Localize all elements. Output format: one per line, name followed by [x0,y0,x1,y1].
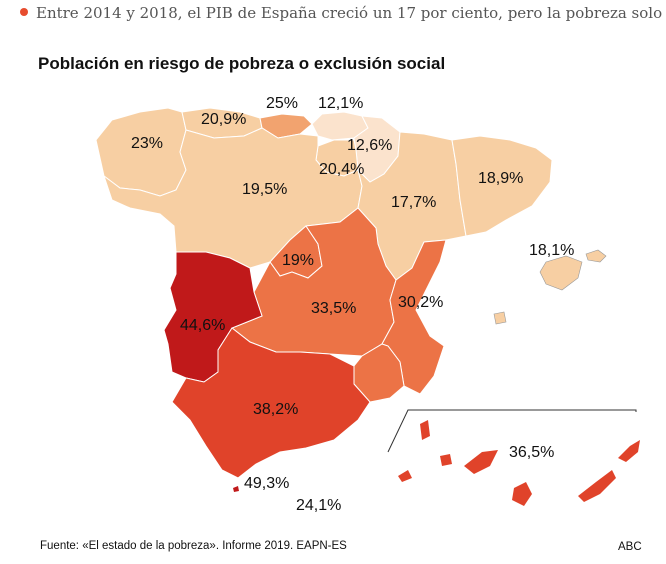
island-la-gomera [440,454,452,466]
brand-logo-text: ABC [618,541,642,553]
label-la-rioja: 20,4% [319,161,364,178]
label-pais-vasco: 12,1% [318,95,363,112]
island-fuerteventura [578,470,616,502]
label-asturias: 20,9% [201,111,246,128]
label-melilla: 24,1% [296,497,341,514]
canarias-inset-frame [387,409,637,453]
map-title: Población en riesgo de pobreza o exclusi… [38,54,446,73]
label-ceuta: 49,3% [244,475,289,492]
label-andalucia: 38,2% [253,401,298,418]
source-note: Fuente: «El estado de la pobreza». Infor… [40,540,347,552]
label-madrid: 19% [282,252,314,269]
ceuta-marker [233,486,239,492]
label-baleares: 18,1% [529,242,574,259]
island-menorca [585,249,607,263]
island-lanzarote [618,440,640,462]
label-comunidad-valenciana: 30,2% [398,294,443,311]
label-castilla-y-leon: 19,5% [242,181,287,198]
island-mallorca [539,255,583,291]
label-canarias: 36,5% [509,444,554,461]
label-cataluna: 18,9% [478,170,523,187]
region-cataluna [451,135,553,237]
label-cantabria: 25% [266,95,298,112]
label-aragon: 17,7% [391,194,436,211]
label-extremadura: 44,6% [180,317,225,334]
region-comunidad-valenciana [381,239,447,395]
region-andalucia [171,327,371,479]
label-navarra: 12,6% [347,137,392,154]
island-gran-canaria [512,482,532,506]
label-castilla-la-mancha: 33,5% [311,300,356,317]
island-tenerife [464,450,498,474]
label-galicia: 23% [131,135,163,152]
headline[interactable]: Entre 2014 y 2018, el PIB de España crec… [20,4,666,22]
headline-text: Entre 2014 y 2018, el PIB de España crec… [36,4,666,22]
bullet-dot-icon [20,8,28,16]
island-ibiza [493,311,507,325]
island-la-palma [420,420,430,440]
island-el-hierro [398,470,412,482]
